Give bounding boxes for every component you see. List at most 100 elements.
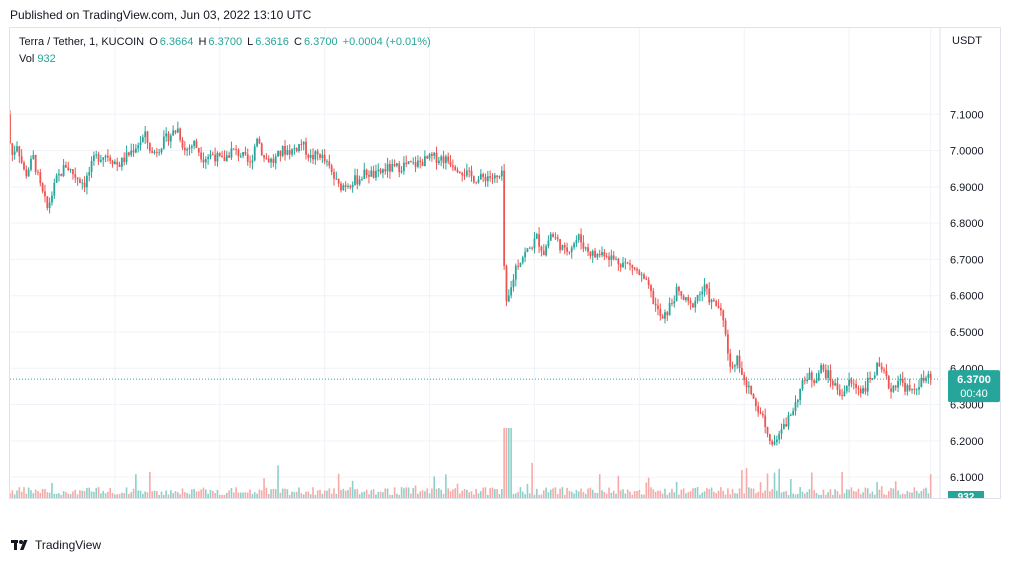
candle-body [97,154,100,162]
candle-body [838,389,841,396]
volume-bar [617,475,620,498]
volume-bar [501,489,503,498]
candle-body [13,151,16,155]
candle-body [682,295,685,300]
volume-bar [489,487,491,498]
candle-body [831,380,834,386]
volume-bar [755,493,757,498]
candle-body [664,312,666,319]
volume-bar [831,494,834,498]
volume-bar [631,494,634,498]
candle-body [568,251,571,253]
candle-body [885,370,888,376]
volume-bar [379,491,382,498]
volume-bar [929,474,932,498]
candle-body [223,157,226,161]
volume-bar [288,494,291,498]
volume-bar [584,493,587,498]
candle-body [524,251,527,258]
volume-bar [97,487,100,498]
candle-body [393,164,396,166]
candle-body [109,157,112,161]
volume-bar [279,492,282,498]
volume-bar [594,492,596,498]
candle-body [626,262,629,264]
candle-body [102,157,105,160]
candle-body [419,160,422,162]
volume-bar [305,491,307,498]
volume-bar [403,488,405,498]
candle-body [871,378,874,380]
volume-bar [801,491,804,498]
volume-bar [806,491,808,498]
candle-body [787,415,790,427]
volume-badge-value: 932 [958,492,975,498]
candle-body [589,251,592,256]
candle-body [414,162,417,167]
volume-bar [559,488,561,498]
volume-bar [727,488,729,498]
chart-frame[interactable]: 7.1000 7.0000 6.9000 6.8000 6.7000 6.6000 6.50… [9,27,1001,499]
volume-bar [561,487,564,498]
candle-body [391,164,394,172]
candle-body [622,262,624,268]
candle-body [775,439,778,443]
footer-brand[interactable]: TradingView [11,538,101,552]
candle-body [645,278,648,280]
volume-bar [610,492,613,498]
volume-bar [274,489,277,498]
candle-body [510,287,513,296]
volume-bar [128,493,130,498]
candle-body [398,163,401,173]
currency-label: USDT [952,35,982,47]
volume-bar [717,490,720,498]
candle-body [193,140,196,147]
candle-body [323,154,326,162]
candle-body [428,153,431,159]
volume-bar [209,489,212,498]
volume-bar [393,487,396,498]
candle-body [356,175,359,185]
volume-bar [596,492,599,498]
volume-bar [179,494,181,498]
volume-bar [244,492,247,498]
price-badge [948,370,1000,403]
candle-body [591,250,594,256]
candle-body [451,165,454,167]
volume-bar [34,489,37,498]
volume-bar [804,493,806,498]
chart-canvas[interactable]: 7.1000 7.0000 6.9000 6.8000 6.7000 6.6000 6.50… [10,28,1000,498]
candle-body [657,305,659,309]
candle-body [782,424,785,430]
candle-body [298,144,300,152]
candle-body [829,370,832,381]
candle-body [440,156,443,161]
candle-body [675,286,678,302]
candle-body [181,139,184,148]
volume-bar [375,494,377,498]
volume-bar [153,490,156,498]
candle-body [137,145,140,149]
symbol-name[interactable]: Terra / Tether, 1, KUCOIN [19,36,145,48]
volume-bar [83,491,86,498]
volume-bar [309,494,312,498]
candle-body [771,440,774,445]
candle-body [169,135,172,142]
volume-bar [398,494,401,498]
volume-bar [265,487,268,498]
volume-bar [848,489,850,498]
volume-bar [267,494,270,498]
candle-body [694,300,697,308]
candle-body [314,151,317,160]
volume-bar [11,490,14,498]
candle-body [465,170,468,176]
volume-bar [904,494,906,498]
candle-body [796,400,799,403]
volume-bar [491,487,494,498]
candle-body [81,182,84,184]
volume-bar [894,481,897,498]
volume-bar [587,488,589,498]
candle-body [433,152,436,156]
volume-bar [568,490,571,498]
volume-bar [554,487,557,498]
